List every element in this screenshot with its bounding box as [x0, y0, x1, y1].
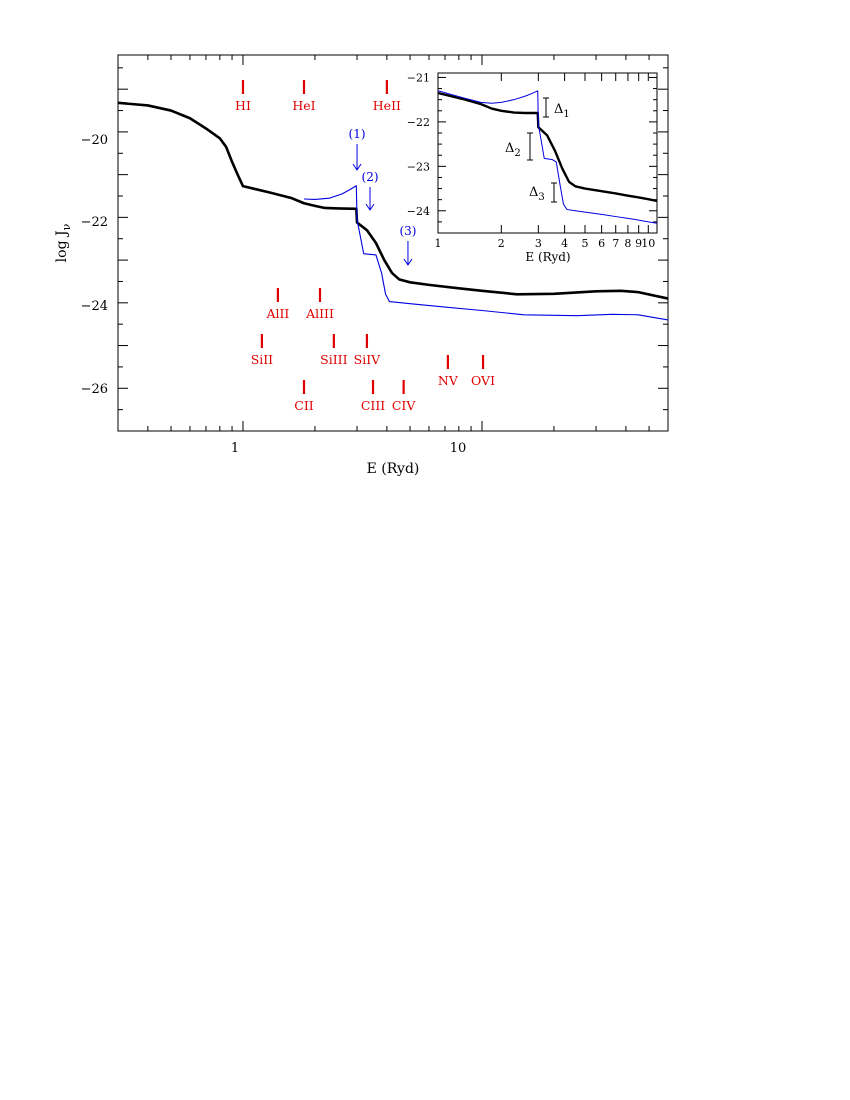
ion-label-heii: HeII: [373, 98, 401, 113]
main-axis-ticks: [117, 55, 669, 432]
ion-label-ciii: CIII: [361, 398, 385, 413]
delta-label-3: Δ3: [529, 185, 545, 203]
inset-x-tick-label: 6: [598, 237, 605, 250]
ion-label-siiii: SiIII: [320, 352, 347, 367]
inset-x-tick-label: 1: [435, 237, 442, 250]
inset-x-tick-label: 8: [624, 237, 631, 250]
delta-label-1: Δ1: [554, 102, 570, 120]
inset-series-black-line: [437, 91, 658, 203]
ion-label-civ: CIV: [392, 398, 417, 413]
inset-axis-ticks: [437, 73, 658, 234]
inset-x-tick-label: 2: [498, 237, 505, 250]
ion-label-aliii: AlIII: [305, 306, 334, 321]
y-tick-label-minus26: −26: [81, 382, 108, 397]
x-tick-label-1: 1: [231, 441, 239, 456]
arrow-annotation-group: (1) (2) (3): [349, 127, 416, 266]
inset-series-group: [437, 90, 658, 224]
inset-y-tick-labels: −21 −22 −23 −24: [407, 71, 430, 217]
arrow-label-2: (2): [362, 170, 379, 184]
y-axis-label-main: log J: [54, 230, 70, 262]
arrow-label-3: (3): [399, 224, 416, 238]
x-tick-label-10: 10: [450, 441, 467, 456]
arrow-head-3: [403, 258, 413, 266]
y-axis-label-subscript: ν: [60, 223, 73, 230]
ion-label-hei: HeI: [292, 98, 315, 113]
inset-x-tick-label: 3: [535, 237, 542, 250]
inset-x-tick-label: 10: [641, 237, 655, 250]
main-series-blue-line: [303, 185, 669, 321]
inset-y-tick-label: −22: [407, 116, 430, 129]
inset-x-tick-label: 9: [635, 237, 642, 250]
y-tick-label-minus20: −20: [81, 133, 108, 148]
y-tick-label-minus24: −24: [81, 299, 108, 314]
ion-label-siii: SiII: [251, 352, 273, 367]
arrow-head-1: [352, 163, 362, 171]
delta-label-2: Δ2: [505, 141, 521, 159]
ion-label-hi: HI: [235, 98, 251, 113]
inset-y-tick-label: −24: [407, 205, 430, 218]
inset-x-tick-label: 7: [612, 237, 619, 250]
y-tick-label-minus22: −22: [81, 215, 108, 230]
inset-x-tick-label: 5: [581, 237, 588, 250]
ion-label-siiv: SiIV: [354, 352, 381, 367]
ion-label-group: HI HeI HeII AlII AlIII SiII SiIII SiIV NV OVI CII C…: [235, 80, 495, 413]
arrow-label-1: (1): [349, 127, 366, 141]
x-axis-label: E (Ryd): [367, 461, 420, 477]
inset-x-axis-label: E (Ryd): [525, 250, 570, 264]
ion-label-ovi: OVI: [471, 373, 495, 388]
inset-x-tick-labels: 1 2 3 4 5 6 7 8 9 10: [435, 237, 656, 250]
inset-plot-frame: [437, 72, 658, 234]
inset-x-tick-label: 4: [561, 237, 568, 250]
delta-marker-group: Δ1 Δ2 Δ3: [505, 97, 570, 203]
ion-label-cii: CII: [294, 398, 314, 413]
ion-label-alii: AlII: [265, 306, 289, 321]
main-plot-frame: [117, 54, 669, 432]
inset-series-blue-line: [437, 90, 658, 224]
inset-y-tick-label: −23: [407, 160, 430, 173]
arrow-head-2: [365, 203, 375, 211]
y-axis-label: log Jν: [54, 223, 73, 262]
ion-label-nv: NV: [438, 373, 459, 388]
inset-y-tick-label: −21: [407, 71, 430, 84]
main-series-group: [117, 101, 669, 321]
